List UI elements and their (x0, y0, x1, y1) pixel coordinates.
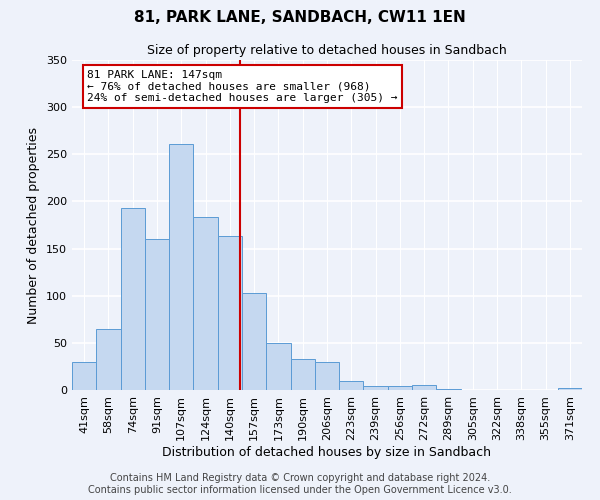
Bar (315, 362, 339, 390)
Bar (266, 343, 290, 390)
Text: 81 PARK LANE: 147sqm
← 76% of detached houses are smaller (968)
24% of semi-deta: 81 PARK LANE: 147sqm ← 76% of detached h… (88, 70, 398, 103)
X-axis label: Distribution of detached houses by size in Sandbach: Distribution of detached houses by size … (163, 446, 491, 458)
Text: Contains HM Land Registry data © Crown copyright and database right 2024.
Contai: Contains HM Land Registry data © Crown c… (88, 474, 512, 495)
Bar (412, 386, 436, 390)
Bar (558, 388, 582, 390)
Bar (145, 239, 169, 390)
Bar (169, 144, 193, 390)
Title: Size of property relative to detached houses in Sandbach: Size of property relative to detached ho… (147, 44, 507, 58)
Bar (339, 380, 364, 390)
Y-axis label: Number of detached properties: Number of detached properties (28, 126, 40, 324)
Bar (242, 293, 266, 390)
Bar (388, 386, 412, 390)
Bar (96, 328, 121, 390)
Text: 81, PARK LANE, SANDBACH, CW11 1EN: 81, PARK LANE, SANDBACH, CW11 1EN (134, 10, 466, 25)
Bar (121, 208, 145, 390)
Bar (72, 362, 96, 390)
Bar (193, 216, 218, 390)
Bar (436, 389, 461, 390)
Bar (218, 236, 242, 390)
Bar (364, 386, 388, 390)
Bar (290, 359, 315, 390)
